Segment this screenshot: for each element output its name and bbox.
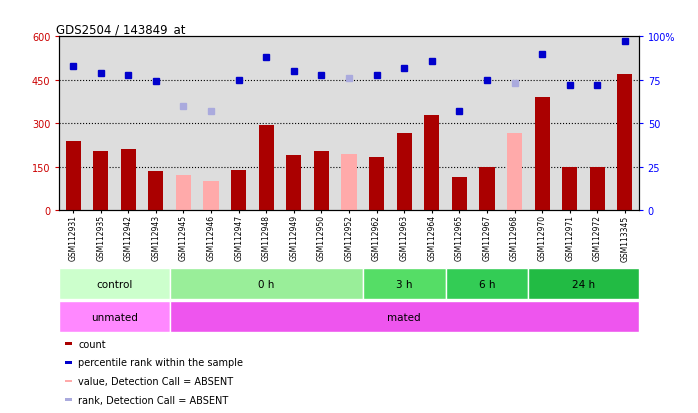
- Bar: [286, 156, 302, 211]
- Bar: [59, 301, 170, 332]
- Text: 24 h: 24 h: [572, 279, 595, 289]
- Bar: [170, 268, 363, 299]
- Bar: [590, 167, 605, 211]
- Bar: [65, 398, 73, 401]
- Bar: [369, 157, 384, 211]
- Bar: [424, 115, 439, 211]
- Bar: [93, 151, 108, 211]
- Bar: [148, 172, 163, 211]
- Text: rank, Detection Call = ABSENT: rank, Detection Call = ABSENT: [78, 394, 228, 405]
- Bar: [204, 182, 218, 211]
- Bar: [562, 167, 577, 211]
- Text: 0 h: 0 h: [258, 279, 274, 289]
- Text: 3 h: 3 h: [396, 279, 413, 289]
- Bar: [65, 342, 73, 345]
- Text: percentile rank within the sample: percentile rank within the sample: [78, 357, 243, 368]
- Bar: [507, 134, 522, 211]
- Bar: [341, 154, 357, 211]
- Text: mated: mated: [387, 312, 421, 322]
- Bar: [535, 98, 550, 211]
- Text: value, Detection Call = ABSENT: value, Detection Call = ABSENT: [78, 376, 233, 386]
- Bar: [259, 125, 274, 211]
- Text: control: control: [96, 279, 133, 289]
- Text: count: count: [78, 339, 106, 349]
- Bar: [480, 167, 494, 211]
- Bar: [66, 141, 81, 211]
- Bar: [314, 151, 329, 211]
- Bar: [65, 380, 73, 382]
- Bar: [170, 301, 639, 332]
- Bar: [396, 134, 412, 211]
- Bar: [445, 268, 528, 299]
- Bar: [65, 361, 73, 364]
- Bar: [59, 268, 170, 299]
- Bar: [121, 150, 136, 211]
- Bar: [452, 178, 467, 211]
- Text: unmated: unmated: [91, 312, 138, 322]
- Text: GDS2504 / 143849_at: GDS2504 / 143849_at: [57, 23, 186, 36]
- Bar: [617, 75, 632, 211]
- Bar: [176, 176, 191, 211]
- Bar: [231, 170, 246, 211]
- Bar: [363, 268, 445, 299]
- Bar: [528, 268, 639, 299]
- Text: 6 h: 6 h: [479, 279, 495, 289]
